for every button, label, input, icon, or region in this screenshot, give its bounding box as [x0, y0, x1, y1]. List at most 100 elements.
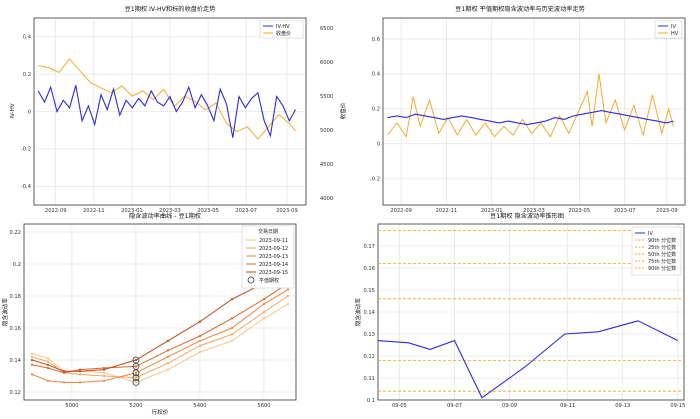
y2-axis-label: 收盘价	[339, 102, 347, 119]
y2-tick-label: 4000	[320, 196, 333, 202]
y-tick-label: 0.6	[372, 37, 380, 43]
x-tick-label: 09-09	[502, 403, 517, 409]
smile-point	[30, 363, 34, 366]
y-tick-label: 0.11	[363, 376, 375, 382]
y-tick-label: 0.16	[363, 266, 375, 272]
legend-label: 25th 分位数	[648, 244, 676, 251]
y-tick-label: -0.2	[21, 147, 31, 153]
series-lines	[387, 73, 674, 138]
smile-point	[46, 366, 50, 370]
legend-label: 90th 分位数	[648, 237, 676, 244]
legend-label: IV	[648, 231, 653, 237]
smile-point	[78, 373, 82, 376]
y2-tick-label: 5000	[320, 128, 333, 134]
iv-line	[387, 110, 674, 126]
legend-label: 75th 分位数	[648, 258, 676, 265]
x-tick-label: 5200	[129, 403, 142, 409]
x-tick-label: 09-15	[670, 403, 685, 409]
legend-title: 交易日期	[258, 228, 278, 235]
y-tick-label: 0.2	[13, 262, 21, 268]
y2-tick-label: 6500	[320, 26, 333, 32]
y-axis-label: 隐含波动率	[1, 298, 9, 326]
chart-title: 豆1期权 隐含波动率锥形图	[490, 212, 564, 220]
plot-frame	[382, 17, 686, 206]
chart-title: 豆1期权 IV-HV和标的收盘价走势	[125, 5, 216, 13]
y-tick-label: 0.13	[363, 332, 375, 338]
smile-point	[198, 339, 202, 342]
smile-point	[198, 350, 202, 354]
legend-box	[259, 20, 304, 39]
x-tick-label: 2022-11	[83, 208, 105, 214]
smile-point	[30, 355, 34, 358]
x-tick-label: 2023-07	[235, 208, 257, 214]
smile-point	[30, 358, 34, 362]
y-tick-label: 0.14	[9, 358, 21, 364]
y-tick-label: 0.12	[9, 390, 21, 396]
plot-frame	[377, 223, 685, 401]
smile-point	[230, 326, 234, 330]
tick-labels: 09-05 09-07 09-09 09-11 09-13 09-15 0.1 0.11 0.1…	[363, 244, 685, 409]
x-tick-label: 2023-05	[197, 208, 219, 214]
panel-iv-hv-trend: 豆1期权 平值期权隐含波动率与历史波动率走势 2022-09 2022-11 202…	[370, 5, 686, 214]
smile-point	[102, 368, 106, 371]
smile-point	[134, 371, 138, 374]
smile-point	[134, 381, 138, 384]
legend-box	[241, 225, 295, 289]
legend-label: 50th 分位数	[648, 251, 676, 258]
legend-label: HV	[671, 31, 679, 37]
y-tick-label: 0.4	[23, 35, 32, 41]
grid	[24, 224, 296, 400]
smile-point	[102, 366, 106, 370]
smile-point	[230, 317, 234, 320]
y-tick-label: 0.1	[367, 398, 375, 404]
y-tick-label: 0.16	[9, 326, 21, 332]
y-tick-label: 0.18	[9, 294, 21, 300]
y-tick-label: 0.22	[9, 230, 21, 236]
smile-line	[31, 289, 289, 383]
smile-point	[78, 381, 82, 384]
plot-frame	[33, 17, 307, 206]
tick-labels: 2022-09 2022-11 2023-01 2023-03 2023-05 2023-…	[370, 37, 678, 214]
legend-box	[631, 226, 682, 276]
smile-point	[166, 339, 170, 342]
smile-point	[134, 365, 138, 368]
x-tick-label: 2022-11	[436, 208, 458, 214]
smile-point	[198, 344, 202, 347]
y-tick-label: 0	[28, 109, 31, 115]
smile-point	[78, 368, 82, 371]
x-tick-label: 2023-01	[121, 208, 143, 214]
legend-atm-swatch	[247, 276, 255, 284]
x-tick-label: 2022-09	[390, 208, 412, 214]
y-tick-label: 0.4	[372, 72, 381, 78]
plot-frame	[23, 223, 297, 401]
smile-point	[198, 334, 202, 338]
smile-point	[262, 302, 266, 306]
smile-point	[262, 317, 266, 320]
x-axis-label: 行权价	[152, 408, 169, 416]
atm-marker	[132, 374, 140, 382]
smile-point	[102, 371, 106, 374]
x-tick-label: 2023-09	[276, 208, 298, 214]
y-tick-label: -0.4	[21, 184, 32, 190]
smile-point	[62, 381, 66, 384]
smile-point	[286, 288, 290, 291]
legend-label: 2023-09-13	[259, 254, 288, 260]
y2-tick-label: 4500	[320, 162, 333, 168]
atm-marker	[132, 356, 140, 364]
y-axis-label: 隐含波动率	[354, 298, 362, 326]
legend-label: 2023-09-14	[259, 262, 288, 268]
grid	[383, 18, 685, 205]
smile-point	[230, 298, 234, 301]
series-lines	[37, 58, 296, 140]
iv-line	[377, 320, 679, 399]
smile-point	[134, 358, 138, 362]
smile-line	[31, 303, 289, 383]
smile-point	[166, 349, 170, 352]
legend-label: 收盘价	[276, 30, 291, 37]
x-tick-label: 09-11	[560, 403, 575, 409]
smile-point	[166, 368, 170, 371]
panel-iv-cone: 豆1期权 隐含波动率锥形图 隐含波动率 09-05 09-07 09-09 09-11…	[354, 212, 685, 409]
y-tick-label: 0.2	[372, 107, 380, 113]
